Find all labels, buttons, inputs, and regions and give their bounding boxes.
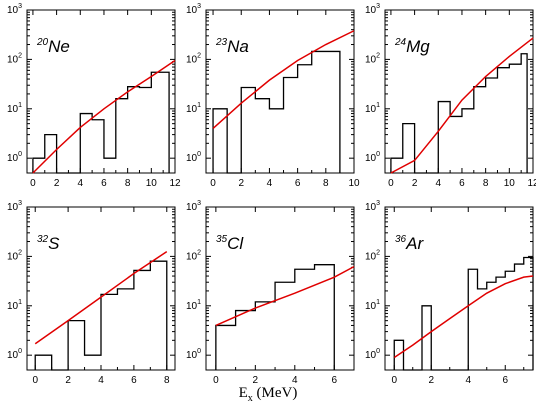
y-tick-label: 101	[7, 102, 22, 115]
y-tick-label: 103	[365, 200, 380, 213]
nucleus-label: 36Ar	[395, 234, 424, 253]
model-curve	[34, 250, 168, 345]
x-tick-label: 2	[54, 178, 60, 189]
histogram	[34, 260, 168, 371]
y-tick-label: 103	[186, 3, 201, 16]
y-tick-label: 100	[186, 348, 201, 361]
x-tick-label: 0	[210, 178, 216, 189]
model-curve	[390, 37, 534, 174]
nucleus-label: 35Cl	[216, 234, 244, 253]
y-tick-label: 101	[365, 299, 380, 312]
y-tick-label: 101	[186, 299, 201, 312]
x-tick-label: 2	[65, 375, 71, 386]
plot-frame	[205, 206, 355, 371]
y-tick-label: 101	[186, 102, 201, 115]
plot-frame	[384, 9, 534, 174]
y-tick-label: 103	[7, 3, 22, 16]
x-tick-label: 2	[253, 375, 259, 386]
x-tick-label: 8	[323, 178, 329, 189]
x-tick-label: 10	[504, 178, 516, 189]
x-tick-label: 4	[77, 178, 83, 189]
x-tick-label: 6	[295, 178, 301, 189]
panel-na: 0 2 4 6 8 10 100 101 102 103 23Na	[186, 3, 360, 189]
x-tick-label: 4	[465, 375, 471, 386]
panel-s: 0 2 4 6 8 100 101 102 103 32S	[7, 200, 176, 386]
x-axis-label-unit: (MeV)	[256, 385, 298, 401]
model-curve	[32, 59, 176, 174]
y-tick-label: 102	[186, 249, 201, 262]
model-curve	[215, 265, 355, 327]
nucleus-label: 23Na	[215, 37, 249, 56]
x-tick-label: 8	[483, 178, 489, 189]
y-tick-label: 103	[186, 200, 201, 213]
nucleus-label: 24Mg	[394, 37, 430, 56]
histogram	[390, 53, 528, 174]
histogram	[212, 50, 341, 174]
histogram	[32, 71, 170, 174]
y-tick-label: 102	[7, 52, 22, 65]
x-tick-label: 6	[101, 178, 107, 189]
x-tick-label: 0	[388, 178, 394, 189]
y-tick-label: 100	[186, 151, 201, 164]
y-tick-label: 100	[365, 348, 380, 361]
histogram	[393, 256, 534, 371]
x-tick-label: 4	[267, 178, 273, 189]
x-tick-label: 0	[213, 375, 219, 386]
x-tick-label: 10	[348, 178, 360, 189]
y-tick-label: 101	[7, 299, 22, 312]
y-tick-label: 102	[365, 249, 380, 262]
plot-frame	[26, 9, 176, 174]
y-tick-label: 100	[7, 348, 22, 361]
panel-ne: 0 2 4 6 8 10 12 100 101 102 103 20Ne	[7, 3, 181, 189]
panel-ar: 0 2 4 6 100 101 102 103 36Ar	[365, 200, 534, 386]
histogram	[215, 264, 335, 370]
y-tick-label: 102	[365, 52, 380, 65]
nucleus-label: 20Ne	[36, 37, 70, 56]
x-axis-label: Ex (MeV)	[0, 385, 536, 404]
x-tick-label: 6	[502, 375, 508, 386]
y-tick-label: 103	[365, 3, 380, 16]
x-tick-label: 4	[292, 375, 298, 386]
y-tick-label: 103	[7, 200, 22, 213]
model-curve	[393, 275, 534, 359]
x-tick-label: 8	[164, 375, 170, 386]
x-tick-label: 10	[146, 178, 158, 189]
y-tick-label: 100	[365, 151, 380, 164]
x-tick-label: 0	[391, 375, 397, 386]
x-tick-label: 2	[428, 375, 434, 386]
x-axis-label-main: E	[238, 385, 248, 401]
x-tick-label: 4	[435, 178, 441, 189]
x-tick-label: 12	[169, 178, 181, 189]
y-tick-label: 102	[186, 52, 201, 65]
x-tick-label: 8	[125, 178, 131, 189]
x-axis-label-subscript: x	[247, 393, 253, 404]
y-tick-label: 102	[7, 249, 22, 262]
x-tick-label: 12	[527, 178, 536, 189]
y-tick-label: 100	[7, 151, 22, 164]
model-curve	[212, 30, 355, 130]
panel-mg: 0 2 4 6 8 10 12 100 101 102 103 24Mg	[365, 3, 536, 189]
y-tick-label: 101	[365, 102, 380, 115]
x-tick-label: 4	[98, 375, 104, 386]
plot-frame	[384, 206, 534, 371]
x-tick-label: 2	[412, 178, 418, 189]
panel-cl: 0 2 4 6 100 101 102 103 35Cl	[186, 200, 355, 386]
x-tick-label: 2	[238, 178, 244, 189]
x-tick-label: 6	[459, 178, 465, 189]
plot-frame	[205, 9, 355, 174]
x-tick-label: 0	[30, 178, 36, 189]
x-tick-label: 6	[331, 375, 337, 386]
nucleus-label: 32S	[37, 234, 60, 253]
x-tick-label: 0	[32, 375, 38, 386]
x-tick-label: 6	[131, 375, 137, 386]
